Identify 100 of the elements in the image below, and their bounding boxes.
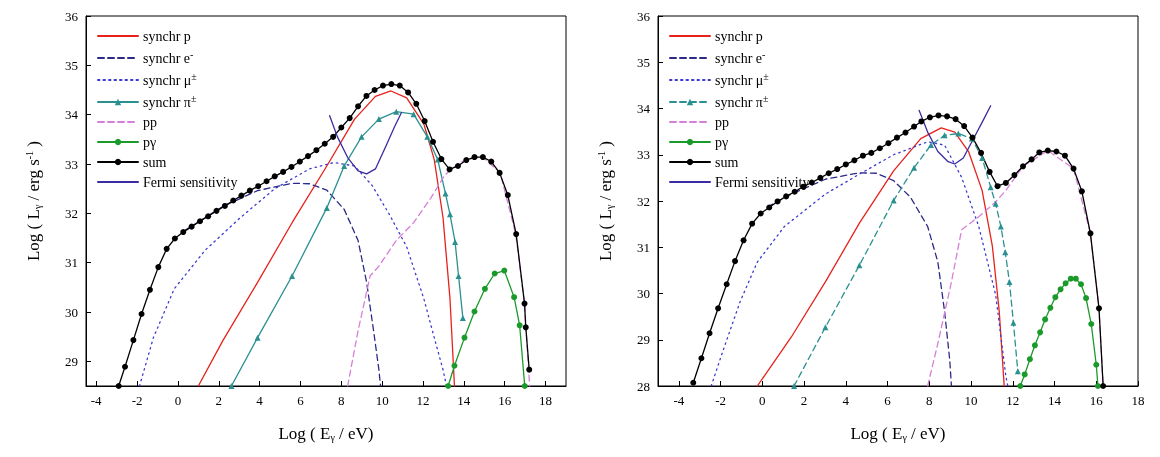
y-tick-label: 36 — [65, 8, 79, 24]
point — [446, 211, 453, 218]
point — [205, 213, 212, 220]
point — [911, 123, 918, 130]
point — [446, 166, 453, 173]
point — [706, 330, 713, 337]
y-tick-label: 30 — [637, 286, 650, 301]
point — [516, 322, 523, 329]
point — [171, 235, 178, 242]
point — [323, 204, 330, 211]
legend-label: pγ — [143, 134, 157, 150]
point — [513, 231, 520, 238]
x-tick-label: 14 — [457, 393, 471, 408]
point — [442, 190, 449, 197]
point — [424, 133, 431, 140]
y-tick-label: 31 — [65, 255, 78, 271]
x-tick-label: 2 — [215, 393, 223, 408]
point — [413, 100, 420, 107]
point — [979, 154, 986, 161]
x-tick-label: 10 — [375, 393, 389, 408]
point — [911, 164, 918, 171]
point — [289, 272, 296, 279]
y-tick-label: 35 — [65, 57, 78, 73]
line-series — [918, 105, 992, 165]
point — [213, 207, 220, 214]
point — [375, 116, 382, 123]
point — [228, 383, 235, 389]
point — [783, 193, 790, 200]
y-tick-label: 32 — [637, 193, 650, 209]
point — [926, 114, 933, 121]
x-tick-label: 16 — [1089, 393, 1104, 408]
point — [504, 192, 511, 199]
point — [254, 334, 261, 341]
y-tick-label: 29 — [65, 353, 78, 369]
x-axis-title: Log ( Eγ / eV) — [850, 423, 946, 443]
point — [774, 198, 781, 205]
y-tick-label: 33 — [65, 156, 78, 172]
point — [834, 166, 841, 173]
y-tick-label: 28 — [637, 378, 650, 394]
legend-label: synchr μ± — [715, 70, 770, 88]
point — [388, 81, 395, 88]
point — [1070, 165, 1077, 172]
point — [330, 133, 337, 140]
point — [1067, 275, 1074, 282]
point — [138, 310, 145, 317]
point — [355, 103, 362, 110]
point — [526, 366, 533, 373]
legend-label: synchr e- — [715, 48, 766, 66]
point — [1037, 329, 1044, 336]
y-axis-title: Log ( Lγ / erg s-1 ) — [595, 140, 615, 262]
y-tick-label: 30 — [65, 304, 78, 320]
point — [817, 174, 824, 181]
x-tick-label: 10 — [964, 393, 978, 408]
x-tick-label: 0 — [174, 393, 182, 408]
point — [1053, 148, 1060, 155]
point — [1100, 383, 1107, 389]
x-tick-label: 8 — [338, 393, 345, 408]
point — [766, 204, 773, 211]
point — [890, 197, 897, 204]
point — [445, 383, 452, 389]
point — [1026, 356, 1033, 363]
point — [868, 149, 875, 156]
x-tick-label: -2 — [715, 393, 727, 408]
point — [363, 92, 370, 99]
y-tick-label: 29 — [637, 332, 650, 348]
point — [885, 140, 892, 147]
point — [146, 286, 153, 293]
point — [288, 163, 295, 170]
point — [371, 87, 378, 93]
point — [196, 218, 203, 225]
point — [296, 158, 303, 165]
point — [1062, 280, 1069, 287]
line-series — [710, 141, 1009, 387]
point — [1010, 319, 1017, 326]
y-tick-label: 35 — [637, 54, 650, 70]
point — [522, 324, 529, 331]
point — [941, 132, 948, 139]
point — [463, 157, 470, 164]
point — [451, 362, 458, 369]
x-tick-label: 2 — [800, 393, 808, 408]
point — [842, 161, 849, 168]
y-tick-label: 31 — [637, 239, 650, 255]
point — [393, 108, 400, 115]
legend-label: synchr e- — [143, 48, 194, 66]
point — [791, 383, 798, 389]
point — [1072, 275, 1079, 282]
x-tick-label: 12 — [416, 393, 430, 408]
point — [876, 145, 883, 152]
y-axis-title: Log ( Lγ / erg s-1 ) — [23, 140, 43, 262]
point — [180, 229, 187, 236]
point — [1044, 147, 1051, 154]
point — [851, 157, 858, 164]
point — [1006, 278, 1013, 285]
legend-label: pγ — [715, 134, 729, 150]
x-tick-label: 0 — [759, 393, 766, 408]
point — [238, 192, 245, 199]
point — [421, 118, 428, 125]
x-tick-label: 18 — [1131, 393, 1145, 408]
legend-label: sum — [715, 154, 739, 170]
point — [918, 118, 925, 125]
